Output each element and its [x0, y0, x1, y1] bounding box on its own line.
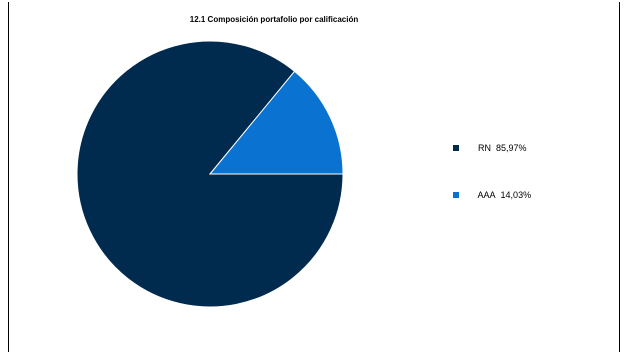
legend-value-rn: 85,97% — [496, 143, 527, 153]
legend-item-rn: RN 85,97% — [453, 142, 527, 154]
pie-slice-aaa — [208, 70, 344, 175]
legend-label-aaa: AAA 14,03% — [463, 180, 532, 210]
chart-frame: 12.1 Composición portafolio por califica… — [8, 2, 620, 352]
legend-category-rn: RN — [478, 143, 492, 153]
legend-swatch-rn — [453, 145, 459, 151]
pie-chart — [76, 40, 344, 308]
legend-swatch-aaa — [453, 192, 459, 198]
legend-label-rn: RN 85,97% — [463, 133, 527, 163]
legend-item-aaa: AAA 14,03% — [453, 189, 531, 201]
legend-value-aaa: 14,03% — [500, 190, 532, 200]
legend-category-aaa: AAA — [477, 190, 496, 200]
chart-title: 12.1 Composición portafolio por califica… — [189, 15, 359, 24]
